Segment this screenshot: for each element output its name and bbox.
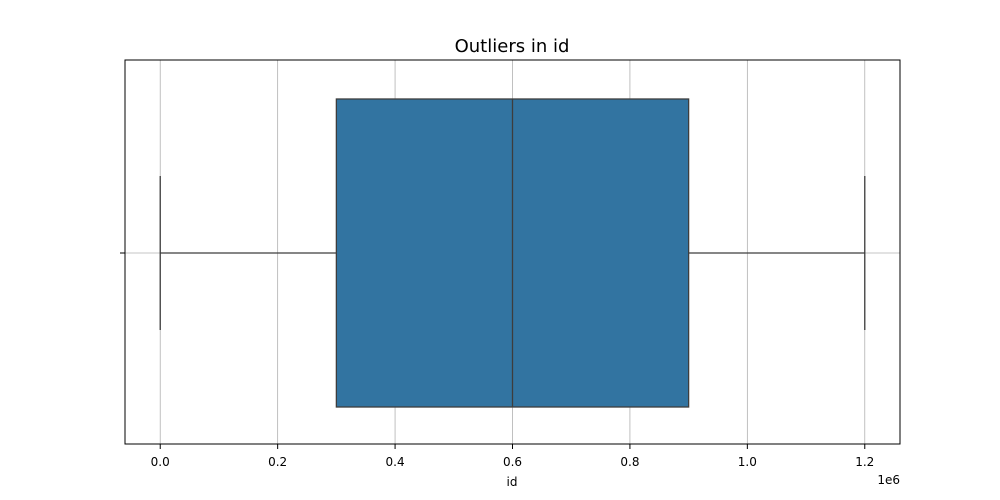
x-tick-label: 1.0 xyxy=(738,455,757,469)
x-tick-label: 0.0 xyxy=(151,455,170,469)
box-plot xyxy=(159,98,866,408)
chart-title: Outliers in id xyxy=(455,36,570,57)
x-axis-label: id xyxy=(507,475,518,489)
x-axis-offset-label: 1e6 xyxy=(877,473,900,487)
x-axis-ticks: 0.0 0.2 0.4 0.6 0.8 1.0 1.2 xyxy=(151,444,874,469)
x-tick-label: 0.2 xyxy=(268,455,287,469)
x-tick-label: 0.4 xyxy=(386,455,405,469)
x-tick-label: 1.2 xyxy=(855,455,874,469)
x-tick-label: 0.6 xyxy=(503,455,522,469)
x-tick-label: 0.8 xyxy=(620,455,639,469)
